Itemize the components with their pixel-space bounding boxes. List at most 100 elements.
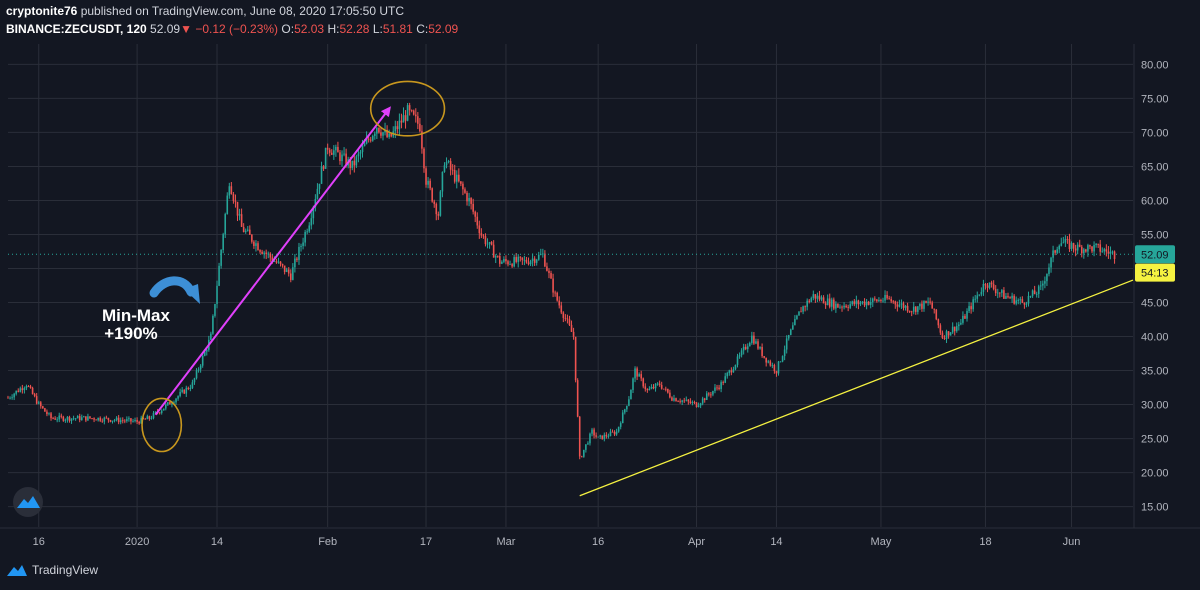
symbol-label[interactable]: BINANCE:ZECUSDT, 120 (6, 22, 147, 36)
candle-down (187, 386, 190, 391)
candle-body (138, 421, 140, 424)
candle-body (1089, 245, 1091, 247)
candle-up (861, 301, 864, 305)
candle-up (427, 177, 429, 189)
candle-body (341, 154, 343, 162)
candle-up (66, 416, 69, 423)
candle-body (1015, 300, 1017, 304)
candle-body (316, 188, 319, 200)
candle-down (576, 378, 579, 418)
candle-up (630, 389, 632, 400)
candle-down (943, 335, 946, 340)
candle-body (800, 311, 802, 313)
candle-up (255, 240, 257, 252)
candle-up (1103, 247, 1106, 254)
candle-up (617, 426, 620, 433)
candle-body (951, 326, 954, 333)
candle-down (281, 263, 284, 268)
candle-body (238, 214, 241, 216)
candle-down (669, 389, 671, 399)
candle-up (587, 441, 589, 445)
candle-body (365, 138, 368, 144)
candle-up (720, 380, 722, 393)
candle-body (492, 244, 495, 258)
candle-up (181, 387, 183, 394)
candle-up (11, 394, 13, 400)
candle-body (589, 433, 591, 444)
tradingview-footer[interactable]: TradingView (6, 563, 98, 577)
candle-up (9, 396, 11, 400)
tradingview-cloud-icon (17, 496, 40, 508)
candle-up (859, 300, 862, 307)
candle-body (777, 361, 780, 374)
candle-up (185, 385, 188, 397)
candle-body (669, 392, 671, 398)
candle-body (1064, 239, 1067, 243)
candle-body (66, 416, 69, 420)
scroll-logo-button[interactable] (13, 487, 43, 517)
time-axis[interactable]: 16 2020 14 Feb 17 Mar 16 Apr 14 May 18 Jun (33, 536, 1081, 548)
candle-body (755, 341, 757, 344)
candle-up (1048, 263, 1050, 277)
candle-body (222, 234, 224, 250)
candle-body (630, 389, 632, 400)
candle-body (410, 110, 413, 112)
candle-up (333, 145, 335, 160)
candle-body (857, 300, 860, 305)
author-name[interactable]: cryptonite76 (6, 4, 78, 18)
candle-body (230, 186, 233, 195)
candle-body (974, 298, 977, 300)
candle-down (466, 190, 468, 206)
candle-body (771, 365, 774, 366)
candle-body (48, 413, 50, 415)
candle-up (607, 433, 610, 439)
candle-body (318, 183, 321, 189)
candle-body (126, 419, 128, 422)
candle-down (39, 400, 42, 409)
candle-body (80, 417, 83, 421)
candle-body (27, 386, 30, 387)
candle-down (833, 297, 835, 311)
candle-up (357, 149, 360, 163)
candle-down (935, 308, 938, 321)
candle-body (103, 417, 106, 422)
candle-down (449, 158, 452, 176)
candle-body (367, 138, 370, 140)
candle-down (433, 199, 436, 208)
candle-body (173, 402, 175, 404)
price-axis[interactable]: 15.0020.0025.0030.0035.0040.0045.0050.00… (1141, 59, 1169, 513)
candle-body (810, 298, 813, 302)
candle-body (671, 397, 673, 401)
price-tick-label: 65.00 (1141, 161, 1169, 173)
chart-grid (8, 44, 1133, 527)
candle-up (705, 391, 708, 400)
candle-body (724, 376, 727, 383)
candle-down (107, 417, 110, 423)
candle-body (1027, 296, 1030, 304)
candle-body (609, 431, 612, 437)
candle-up (1029, 295, 1032, 299)
candle-up (1019, 296, 1022, 305)
candle-up (355, 154, 358, 168)
candle-up (917, 306, 919, 315)
candle-body (85, 416, 87, 421)
candle-body (583, 449, 585, 457)
candle-body (802, 306, 804, 312)
candle-body (976, 295, 979, 299)
candle-up (945, 329, 948, 344)
candle-body (798, 311, 800, 316)
candle-body (451, 169, 454, 171)
candle-body (478, 225, 481, 234)
candle-body (236, 201, 239, 216)
candle-body (681, 400, 683, 402)
candle-body (824, 303, 827, 305)
candle-body (675, 398, 677, 402)
candle-body (484, 236, 487, 245)
candle-body (1113, 251, 1116, 259)
candle-body (205, 349, 208, 352)
candle-body (931, 302, 933, 309)
candle-down (890, 296, 892, 304)
chart-drawings[interactable]: Min-Max+190% (102, 80, 1134, 497)
candle-body (910, 311, 913, 313)
